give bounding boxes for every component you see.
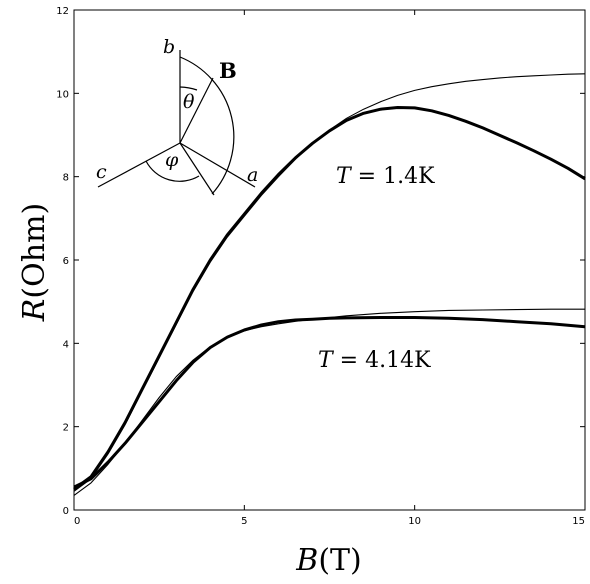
inset-phi-arc bbox=[145, 160, 200, 182]
y-tick-label: 12 bbox=[56, 6, 69, 17]
inset-a-axis bbox=[179, 142, 256, 188]
y-tick-label: 2 bbox=[63, 423, 69, 434]
annotation-t-1.4k: T = 1.4K bbox=[336, 164, 435, 189]
inset-label-a: a bbox=[247, 164, 258, 186]
series-line-1-fit bbox=[73, 73, 586, 492]
x-axis-label: B(T) bbox=[295, 543, 361, 578]
y-tick-label: 10 bbox=[56, 89, 69, 100]
ticks: 0 5 10 15 0 2 4 6 8 10 12 bbox=[56, 6, 586, 527]
x-tick-label: 5 bbox=[241, 516, 247, 527]
annotation-t-4.14k: T = 4.14K bbox=[318, 348, 431, 373]
y-tick-label: 8 bbox=[63, 173, 69, 184]
series-line-3-fit bbox=[73, 308, 585, 496]
inset-axes-diagram: b c a θ φ B bbox=[96, 36, 258, 196]
y-axis-label: R(Ohm) bbox=[17, 203, 52, 322]
inset-c-axis bbox=[97, 142, 181, 188]
inset-label-field-b: B bbox=[219, 58, 237, 83]
plot-frame bbox=[73, 9, 586, 511]
inset-theta-small-arc bbox=[179, 86, 198, 91]
y-tick-label: 6 bbox=[63, 256, 69, 267]
inset-label-theta: θ bbox=[183, 91, 195, 113]
y-tick-label: 4 bbox=[63, 339, 69, 350]
series-line-0-measured bbox=[73, 106, 586, 491]
series-line-2-measured bbox=[73, 316, 586, 489]
inset-label-b: b bbox=[163, 36, 175, 58]
x-tick-label: 15 bbox=[572, 516, 585, 527]
inset-field-vector bbox=[179, 77, 214, 144]
x-tick-label: 10 bbox=[408, 516, 421, 527]
inset-theta-arc bbox=[179, 56, 235, 195]
inset-label-c: c bbox=[96, 161, 107, 183]
inset-label-phi: φ bbox=[165, 149, 179, 171]
x-tick-label: 0 bbox=[74, 516, 80, 527]
series-layer bbox=[73, 73, 586, 496]
y-tick-label: 0 bbox=[63, 506, 69, 517]
inset-projection bbox=[179, 142, 215, 196]
